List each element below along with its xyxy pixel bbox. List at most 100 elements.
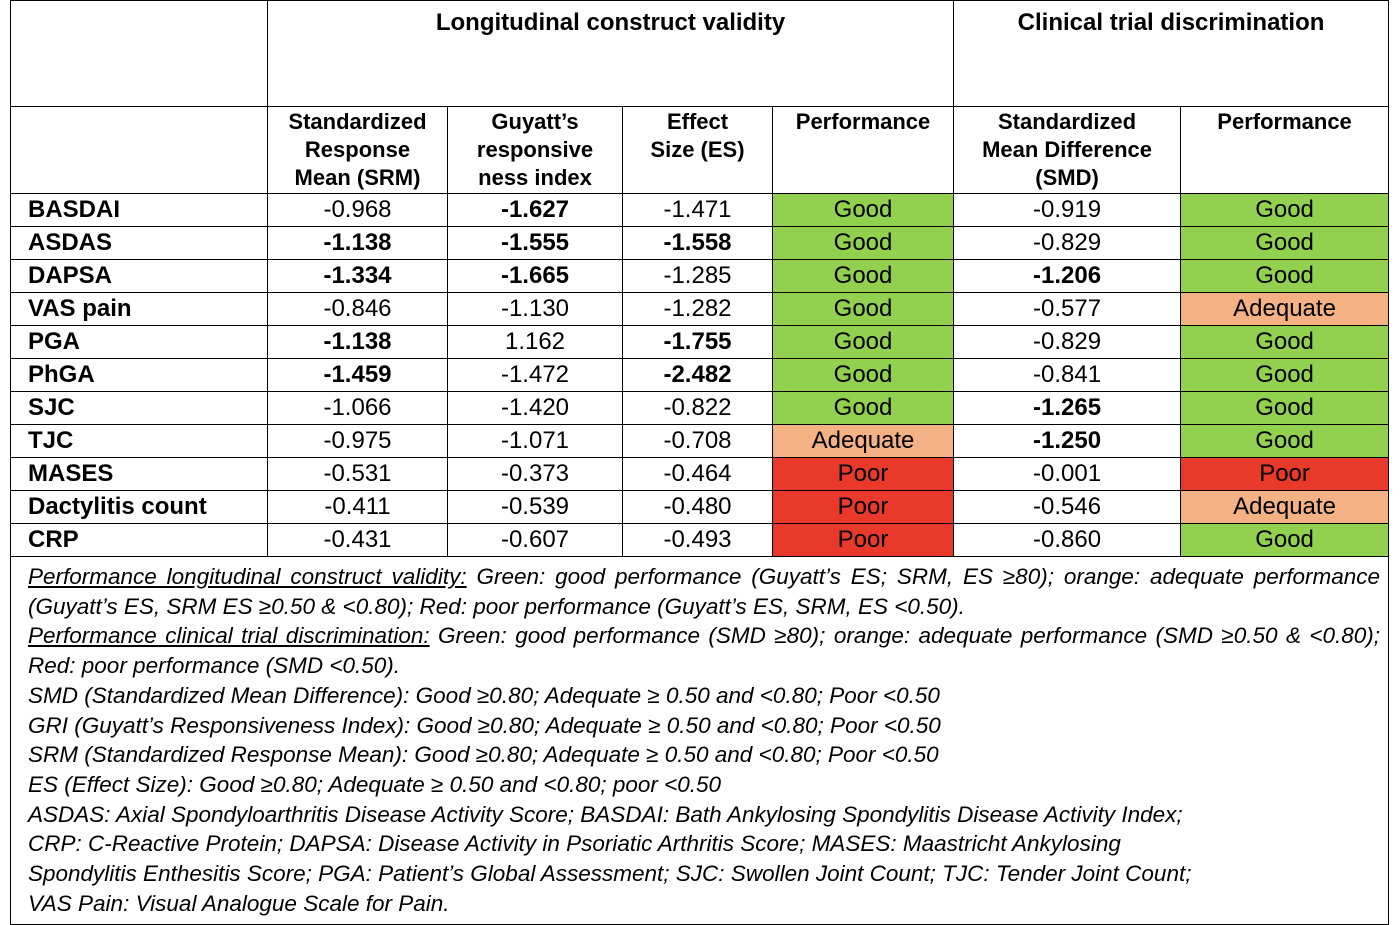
performance-longitudinal-cell: Good bbox=[771, 325, 955, 359]
row-label: BASDAI bbox=[10, 193, 268, 227]
smd-value-cell: -0.841 bbox=[953, 358, 1182, 392]
performance-longitudinal-cell: Poor bbox=[771, 523, 955, 557]
col-header-srm-line-1: Standardized bbox=[288, 109, 427, 134]
performance-longitudinal-cell: Poor bbox=[771, 457, 955, 491]
col-header-gri-line-1: Guyatt’s bbox=[491, 109, 579, 134]
smd-value-cell: -0.829 bbox=[953, 325, 1182, 359]
col-header-srm-line-3: Mean (SRM) bbox=[294, 165, 421, 190]
gri-value-cell: -1.472 bbox=[447, 358, 623, 392]
footnote-perf-clinical: Performance clinical trial discriminatio… bbox=[28, 621, 1380, 680]
footnote-row: Performance longitudinal construct valid… bbox=[9, 555, 1390, 925]
smd-value-cell: -0.546 bbox=[953, 490, 1182, 524]
footnote-abbrev-line: VAS Pain: Visual Analogue Scale for Pain… bbox=[28, 890, 450, 916]
gri-value-cell: -0.607 bbox=[447, 523, 623, 557]
table-body: BASDAI -0.968 -1.627 -1.471 Good -0.919 Good AS… bbox=[10, 193, 1390, 557]
performance-clinical-cell: Good bbox=[1180, 325, 1390, 359]
col-header-smd-line-3: (SMD) bbox=[1035, 165, 1099, 190]
group-header-row: Longitudinal construct validity Clinical… bbox=[10, 0, 1390, 107]
srm-value-cell: -0.431 bbox=[267, 523, 448, 557]
corner-cell bbox=[10, 0, 268, 107]
table-row: PGA -1.138 1.162 -1.755 Good -0.829 Good bbox=[10, 325, 1390, 359]
es-value-cell: -0.493 bbox=[622, 523, 773, 557]
performance-clinical-cell: Good bbox=[1180, 193, 1390, 227]
performance-clinical-cell: Good bbox=[1180, 424, 1390, 458]
table-row: ASDAS -1.138 -1.555 -1.558 Good -0.829 Good bbox=[10, 226, 1390, 260]
row-label: ASDAS bbox=[10, 226, 268, 260]
smd-value-cell: -1.250 bbox=[953, 424, 1182, 458]
row-label: CRP bbox=[10, 523, 268, 557]
es-value-cell: -1.558 bbox=[622, 226, 773, 260]
table-container: Longitudinal construct validity Clinical… bbox=[9, 0, 1390, 925]
col-header-smd: Standardized Mean Difference (SMD) bbox=[953, 106, 1182, 194]
footnote-es-line: ES (Effect Size): Good ≥0.80; Adequate ≥… bbox=[28, 771, 722, 797]
table-row: BASDAI -0.968 -1.627 -1.471 Good -0.919 Good bbox=[10, 193, 1390, 227]
row-label: TJC bbox=[10, 424, 268, 458]
col-header-gri-line-2: responsive bbox=[476, 137, 594, 162]
col-header-gri: Guyatt’s responsive ness index bbox=[447, 106, 623, 194]
performance-clinical-cell: Good bbox=[1180, 358, 1390, 392]
es-value-cell: -1.471 bbox=[622, 193, 773, 227]
footnote-srm-line: SRM (Standardized Response Mean): Good ≥… bbox=[28, 742, 939, 768]
gri-value-cell: 1.162 bbox=[447, 325, 623, 359]
row-label: MASES bbox=[10, 457, 268, 491]
performance-clinical-cell: Good bbox=[1180, 259, 1390, 293]
gri-value-cell: -1.665 bbox=[447, 259, 623, 293]
table-row: SJC -1.066 -1.420 -0.822 Good -1.265 Good bbox=[10, 391, 1390, 425]
performance-longitudinal-cell: Good bbox=[771, 358, 955, 392]
footnote-gri-line: GRI (Guyatt’s Responsiveness Index): Goo… bbox=[28, 712, 941, 738]
performance-longitudinal-cell: Good bbox=[771, 226, 955, 260]
row-label: PhGA bbox=[10, 358, 268, 392]
srm-value-cell: -1.066 bbox=[267, 391, 448, 425]
performance-longitudinal-cell: Good bbox=[771, 259, 955, 293]
gri-value-cell: -1.555 bbox=[447, 226, 623, 260]
table-row: MASES -0.531 -0.373 -0.464 Poor -0.001 Poor bbox=[10, 457, 1390, 491]
srm-value-cell: -1.459 bbox=[267, 358, 448, 392]
performance-longitudinal-cell: Good bbox=[771, 193, 955, 227]
table-row: Dactylitis count -0.411 -0.539 -0.480 Poor -0… bbox=[10, 490, 1390, 524]
row-label: PGA bbox=[10, 325, 268, 359]
srm-value-cell: -0.968 bbox=[267, 193, 448, 227]
performance-clinical-cell: Good bbox=[1180, 226, 1390, 260]
table-row: VAS pain -0.846 -1.130 -1.282 Good -0.577 Adeq… bbox=[10, 292, 1390, 326]
gri-value-cell: -1.071 bbox=[447, 424, 623, 458]
es-value-cell: -0.480 bbox=[622, 490, 773, 524]
col-header-srm: Standardized Response Mean (SRM) bbox=[267, 106, 448, 194]
smd-value-cell: -0.577 bbox=[953, 292, 1182, 326]
smd-value-cell: -0.860 bbox=[953, 523, 1182, 557]
corner-cell-2 bbox=[10, 106, 268, 194]
table-row: PhGA -1.459 -1.472 -2.482 Good -0.841 Good bbox=[10, 358, 1390, 392]
gri-value-cell: -0.539 bbox=[447, 490, 623, 524]
performance-longitudinal-cell: Good bbox=[771, 391, 955, 425]
row-label: Dactylitis count bbox=[10, 490, 268, 524]
es-value-cell: -1.755 bbox=[622, 325, 773, 359]
srm-value-cell: -0.531 bbox=[267, 457, 448, 491]
performance-longitudinal-cell: Adequate bbox=[771, 424, 955, 458]
footnote-abbrev-line: ASDAS: Axial Spondyloarthritis Disease A… bbox=[28, 801, 1183, 827]
col-header-es-line-2: Size (ES) bbox=[650, 137, 745, 162]
performance-longitudinal-cell: Good bbox=[771, 292, 955, 326]
responsiveness-table: Longitudinal construct validity Clinical… bbox=[9, 0, 1390, 925]
es-value-cell: -0.708 bbox=[622, 424, 773, 458]
srm-value-cell: -1.138 bbox=[267, 325, 448, 359]
col-header-es: Effect Size (ES) bbox=[622, 106, 773, 194]
performance-clinical-cell: Good bbox=[1180, 523, 1390, 557]
gri-value-cell: -1.627 bbox=[447, 193, 623, 227]
column-header-row: Standardized Response Mean (SRM) Guyatt’… bbox=[10, 106, 1390, 194]
srm-value-cell: -0.975 bbox=[267, 424, 448, 458]
performance-clinical-cell: Good bbox=[1180, 391, 1390, 425]
footnote-cell: Performance longitudinal construct valid… bbox=[9, 555, 1390, 925]
footnote-abbrev-line: CRP: C-Reactive Protein; DAPSA: Disease … bbox=[28, 831, 1121, 857]
col-header-srm-line-2: Response bbox=[304, 137, 411, 162]
col-header-es-line-1: Effect bbox=[666, 109, 729, 134]
col-header-performance-longitudinal: Performance bbox=[771, 106, 955, 194]
gri-value-cell: -0.373 bbox=[447, 457, 623, 491]
gri-value-cell: -1.130 bbox=[447, 292, 623, 326]
smd-value-cell: -0.001 bbox=[953, 457, 1182, 491]
row-label: SJC bbox=[10, 391, 268, 425]
col-header-smd-line-2: Mean Difference bbox=[982, 137, 1153, 162]
footnote-perf-clinical-text: Green: good performance (SMD ≥80); orang… bbox=[28, 623, 1381, 679]
footnote-perf-longitudinal: Performance longitudinal construct valid… bbox=[28, 562, 1380, 621]
es-value-cell: -2.482 bbox=[622, 358, 773, 392]
es-value-cell: -0.464 bbox=[622, 457, 773, 491]
performance-longitudinal-cell: Poor bbox=[771, 490, 955, 524]
